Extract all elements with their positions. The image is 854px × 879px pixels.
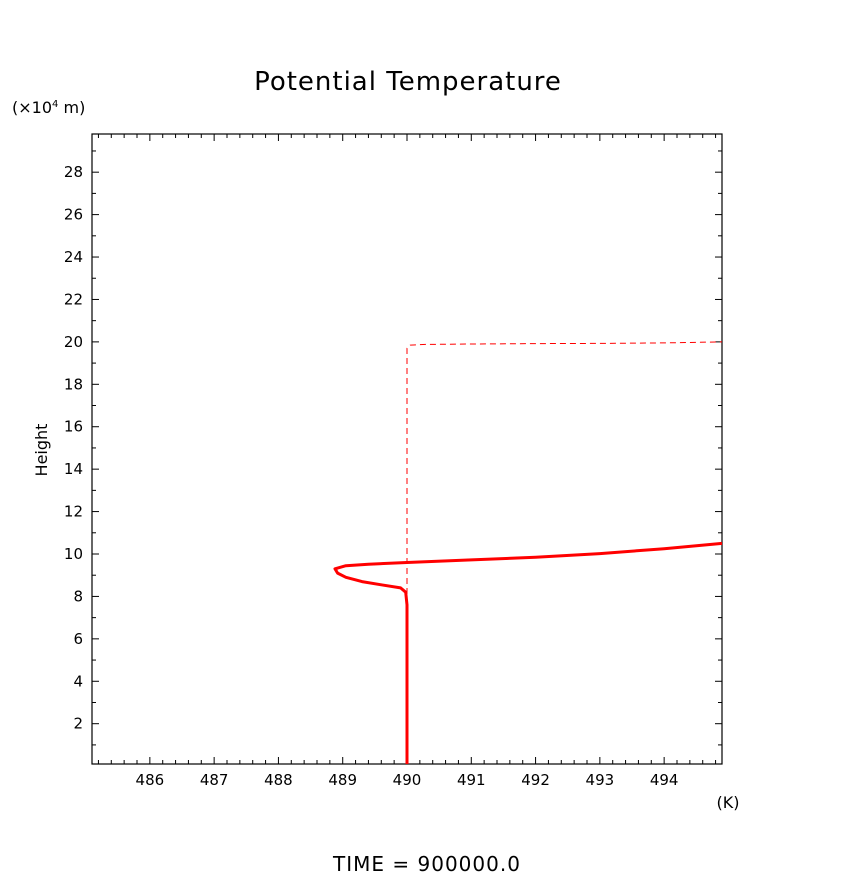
- x-tick-label: 486: [136, 771, 165, 789]
- y-tick-label: 8: [73, 587, 83, 605]
- x-tick-label: 490: [393, 771, 422, 789]
- y-unit-suffix: m): [58, 98, 85, 117]
- x-axis-label: (K): [717, 793, 740, 812]
- y-tick-label: 16: [64, 418, 83, 436]
- time-footer: TIME = 900000.0: [332, 852, 521, 876]
- y-tick-label: 22: [64, 290, 83, 308]
- y-tick-label: 2: [73, 715, 83, 733]
- x-tick-label: 487: [200, 771, 229, 789]
- y-tick-label: 24: [64, 248, 83, 266]
- y-tick-label: 4: [73, 672, 83, 690]
- series-line-solid: [333, 541, 723, 764]
- series-line-dashed: [406, 341, 723, 764]
- y-tick-label: 20: [64, 333, 83, 351]
- y-tick-label: 14: [64, 460, 83, 478]
- x-tick-label: 494: [650, 771, 679, 789]
- chart-title: Potential Temperature: [254, 67, 562, 97]
- x-axis-ticks: 486 487 488 489 490 491 492 493 494: [97, 134, 717, 789]
- y-axis-label: Height: [32, 424, 51, 477]
- y-tick-label: 6: [73, 630, 83, 648]
- x-tick-label: 492: [521, 771, 550, 789]
- y-tick-label: 10: [64, 545, 83, 563]
- y-tick-label: 12: [64, 503, 83, 521]
- y-unit-label: (×104 m): [12, 98, 85, 117]
- y-tick-label: 28: [64, 163, 83, 181]
- x-tick-label: 491: [457, 771, 486, 789]
- x-tick-label: 488: [264, 771, 293, 789]
- y-unit-exponent: 4: [52, 99, 58, 110]
- x-tick-label: 489: [328, 771, 357, 789]
- x-tick-label: 493: [586, 771, 615, 789]
- y-tick-label: 18: [64, 375, 83, 393]
- y-unit-prefix: (×10: [12, 98, 52, 117]
- y-tick-label: 26: [64, 206, 83, 224]
- series-layer: [333, 341, 723, 764]
